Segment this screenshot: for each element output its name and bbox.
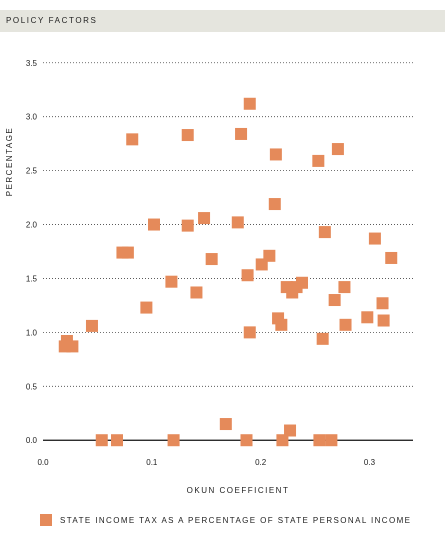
data-point [296, 276, 308, 289]
data-point [263, 249, 276, 262]
data-point [328, 294, 341, 307]
data-point [181, 219, 194, 232]
y-tick-label: 0.5 [26, 382, 38, 391]
data-point [284, 424, 297, 437]
scatter-plot: 0.0 0.5 1.0 1.5 2.0 2.5 3.0 3.5 0.0 0.1 0.2 0.3 OKUN… [5, 59, 413, 495]
data-point [276, 434, 289, 447]
data-point [181, 129, 194, 142]
data-point [165, 275, 178, 288]
y-tick-label: 1.0 [26, 328, 38, 337]
data-point [361, 311, 374, 324]
data-point [376, 297, 389, 310]
data-point [331, 143, 344, 156]
data-point [140, 301, 153, 314]
data-point [126, 133, 139, 146]
data-point [243, 97, 256, 110]
y-tick-label: 3.0 [26, 113, 38, 122]
data-point [385, 251, 398, 264]
legend-marker-swatch [40, 514, 52, 526]
data-point [313, 434, 326, 447]
data-point [338, 281, 351, 294]
y-axis-title: PERCENTAGE [5, 127, 14, 197]
y-tick-label: 0.0 [26, 436, 38, 445]
x-tick-label: 0.1 [146, 458, 158, 467]
data-point [235, 127, 248, 140]
data-point [85, 319, 98, 332]
x-tick-label: 0.3 [364, 458, 376, 467]
y-tick-label: 1.5 [26, 274, 38, 283]
data-point [95, 434, 108, 447]
x-tick-label: 0.0 [37, 458, 49, 467]
data-point [312, 154, 325, 167]
data-point [269, 148, 282, 161]
data-point [205, 253, 218, 266]
data-point [148, 218, 160, 231]
y-tick-label: 2.0 [26, 221, 38, 230]
data-point [325, 434, 338, 447]
data-point [275, 318, 288, 331]
x-axis-title: OKUN COEFFICIENT [187, 486, 290, 495]
data-point [219, 418, 232, 431]
data-point [198, 212, 211, 225]
legend-label: STATE INCOME TAX AS A PERCENTAGE OF STAT… [60, 516, 412, 525]
data-point [167, 434, 180, 447]
x-tick-label: 0.2 [255, 458, 267, 467]
data-point [318, 226, 331, 239]
y-tick-label: 2.5 [26, 167, 38, 176]
data-point [368, 232, 381, 245]
data-point [240, 434, 253, 447]
data-point [243, 326, 256, 339]
chart-header-band: POLICY FACTORS [0, 10, 445, 32]
data-point [241, 269, 254, 282]
data-point [231, 216, 244, 229]
data-point [268, 198, 281, 211]
data-point [66, 340, 79, 353]
data-point [316, 332, 329, 345]
data-point [121, 246, 134, 259]
data-point [190, 286, 203, 299]
y-tick-label: 3.5 [26, 59, 38, 68]
data-point [377, 314, 390, 327]
data-point [339, 318, 352, 331]
chart-title: POLICY FACTORS [6, 16, 98, 25]
data-point [111, 434, 123, 447]
